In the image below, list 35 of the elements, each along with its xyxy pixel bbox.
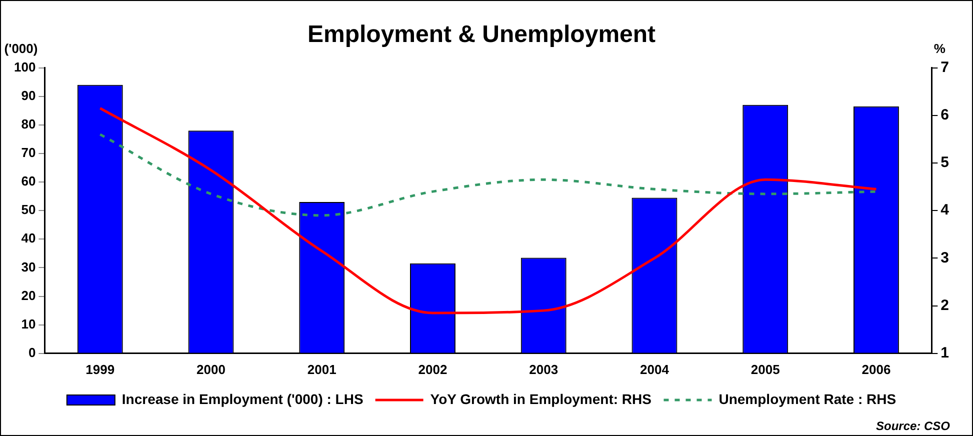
legend-label: YoY Growth in Employment: RHS <box>430 390 652 407</box>
y-tick-label: 50 <box>21 202 36 218</box>
y-tick-label: 30 <box>21 259 36 274</box>
y-tick-label: 100 <box>14 59 36 74</box>
y-tick-label: 40 <box>21 230 36 246</box>
source-note: Source: CSO <box>876 419 950 433</box>
legend-label: Increase in Employment ('000) : LHS <box>122 390 364 407</box>
x-tick-label: 1999 <box>86 362 115 377</box>
y2-tick-label: 4 <box>940 202 950 219</box>
x-tick-label: 2002 <box>418 362 448 377</box>
x-tick-label: 2005 <box>750 362 780 377</box>
y2-tick-label: 6 <box>940 106 949 124</box>
line-series <box>98 107 878 314</box>
y2-tick-label: 1 <box>940 344 949 362</box>
x-tick-label: 2006 <box>862 362 891 377</box>
y2-tick-label: 3 <box>940 249 949 266</box>
y-tick-label: 90 <box>21 88 36 103</box>
y2-tick-label: 7 <box>940 58 949 76</box>
y-axis-title: ('000) <box>4 40 38 56</box>
legend-label: Unemployment Rate : RHS <box>718 390 896 407</box>
x-tick-label: 2000 <box>196 362 226 377</box>
x-tick-label: 2003 <box>529 362 558 377</box>
x-tick-label: 2001 <box>307 362 336 377</box>
y-tick-label: 10 <box>21 316 36 332</box>
y-tick-label: 60 <box>21 174 36 189</box>
y2-tick-label: 2 <box>940 296 949 314</box>
y-tick-label: 80 <box>21 116 36 132</box>
y2-axis-title: % <box>934 40 946 56</box>
line-series <box>98 133 878 217</box>
y-tick-label: 70 <box>21 145 36 160</box>
x-tick-label: 2004 <box>640 362 670 377</box>
y-tick-label: 0 <box>28 344 36 360</box>
chart-title: Employment & Unemployment <box>307 21 656 48</box>
y2-tick-label: 5 <box>940 154 949 172</box>
y-tick-label: 20 <box>21 288 36 303</box>
